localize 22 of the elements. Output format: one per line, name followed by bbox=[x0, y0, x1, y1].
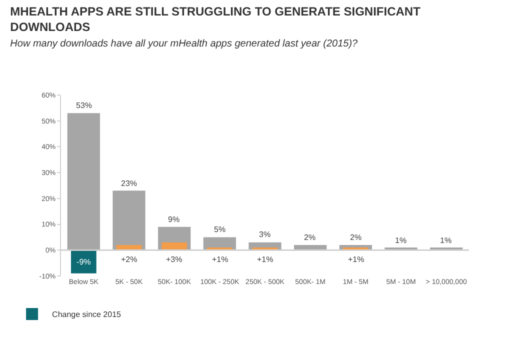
chart-title: MHEALTH APPS ARE STILL STRUGGLING TO GENERATE SIGNIFICANT DOWNLOADS bbox=[10, 4, 422, 34]
data-label: 5% bbox=[214, 225, 226, 234]
data-label: 3% bbox=[259, 230, 271, 239]
data-label: 53% bbox=[76, 101, 92, 110]
data-label: +1% bbox=[212, 255, 228, 264]
legend-label: Change since 2015 bbox=[52, 310, 122, 320]
data-label: 23% bbox=[121, 179, 138, 188]
data-label: +2% bbox=[121, 255, 138, 264]
data-label: 9% bbox=[168, 215, 180, 224]
bar bbox=[67, 113, 100, 250]
data-label: 2% bbox=[350, 233, 362, 242]
data-label: 2% bbox=[304, 233, 316, 242]
data-label: +3% bbox=[166, 255, 182, 264]
bar bbox=[70, 250, 96, 274]
data-label: +1% bbox=[257, 255, 274, 264]
data-label: +1% bbox=[348, 255, 364, 264]
chart-subtitle: How many downloads have all your mHealth apps generated last year (2015)? bbox=[10, 38, 358, 50]
data-label: 1% bbox=[395, 236, 407, 245]
bar bbox=[112, 190, 146, 250]
data-label: 1% bbox=[440, 236, 452, 245]
bar bbox=[162, 242, 188, 250]
data-label: -9% bbox=[76, 257, 91, 266]
